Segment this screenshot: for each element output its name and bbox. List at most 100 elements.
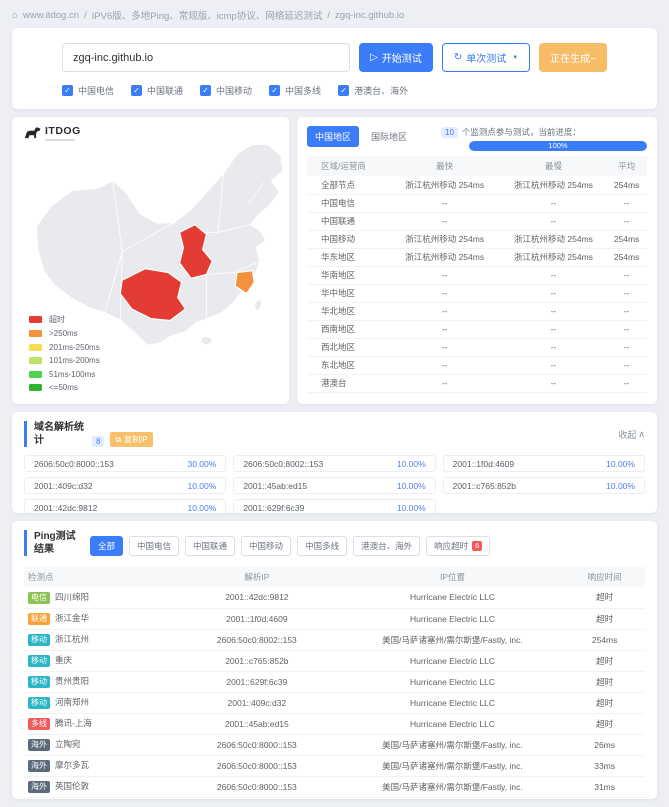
response-time: 254ms bbox=[564, 629, 645, 651]
dns-ip-percent: 30.00% bbox=[187, 458, 217, 469]
node-name: 河南郑州 bbox=[55, 697, 90, 707]
dns-ip-address: 2606:50c0:8000::153 bbox=[34, 458, 114, 469]
region-name: 西北地区 bbox=[306, 338, 389, 357]
target-host-input[interactable] bbox=[62, 43, 351, 72]
isp-checkbox-label: 中国多线 bbox=[285, 86, 322, 96]
isp-checkbox-label: 中国联通 bbox=[147, 86, 184, 96]
isp-badge: 移动 bbox=[28, 697, 50, 709]
island-taiwan bbox=[253, 298, 263, 312]
tab-china-region[interactable]: 中国地区 bbox=[306, 126, 359, 147]
collapse-button[interactable]: 收起 ∧ bbox=[618, 428, 645, 440]
ping-filter-6[interactable]: 响应超时 6 bbox=[426, 536, 491, 556]
checkbox-checked-icon: ✓ bbox=[269, 85, 281, 96]
ping-filter-0[interactable]: 全部 bbox=[90, 536, 124, 556]
dns-ip-grid: 2606:50c0:8000::153 30.00% 2606:50c0:8002:… bbox=[12, 452, 657, 513]
tab-intl-region[interactable]: 国际地区 bbox=[370, 132, 407, 142]
province-zhejiang bbox=[234, 270, 255, 295]
isp-checkbox-2[interactable]: ✓ 中国移动 bbox=[200, 84, 252, 97]
island-hainan bbox=[200, 335, 213, 346]
copy-ip-button[interactable]: ⧉ 复制IP bbox=[110, 432, 153, 447]
region-value: 254ms bbox=[606, 176, 647, 195]
region-table-row: 华东地区 浙江杭州移动 254ms 浙江杭州移动 254ms 254ms bbox=[306, 248, 647, 267]
generating-screenshot-button[interactable]: 正在生成~ bbox=[539, 43, 607, 72]
region-value: -- bbox=[606, 266, 647, 285]
isp-badge: 移动 bbox=[28, 676, 50, 688]
region-name: 西南地区 bbox=[306, 320, 389, 339]
ping-filter-1[interactable]: 中国电信 bbox=[129, 536, 180, 556]
legend-label: 51ms-100ms bbox=[49, 369, 96, 379]
legend-item-5: <=50ms bbox=[29, 383, 100, 392]
single-test-dropdown-button[interactable]: ↻ 单次测试 ▼ bbox=[441, 43, 531, 72]
region-table-row: 华中地区 -- -- -- bbox=[306, 284, 647, 303]
response-time: 超时 bbox=[564, 587, 645, 609]
node-name: 立陶宛 bbox=[55, 739, 81, 749]
ping-table-row: 海外 摩尔多瓦 2606:50c0:8000::153 美国/马萨诸塞州/需尔斯堡/F… bbox=[24, 755, 645, 777]
node-name: 英国伦敦 bbox=[55, 781, 90, 791]
legend-label: 101ms-200ms bbox=[49, 356, 100, 365]
legend-swatch bbox=[29, 384, 42, 391]
ip-location: Hurricane Electric LLC bbox=[340, 650, 565, 672]
region-value: 浙江杭州移动 254ms bbox=[388, 176, 501, 195]
breadcrumb-target-link[interactable]: zgq-inc.github.io bbox=[334, 9, 405, 21]
dns-stats-card: 域名解析统计 8 ⧉ 复制IP 收起 ∧ 2606:50c0:8000::153… bbox=[12, 412, 657, 513]
isp-badge: 联通 bbox=[28, 613, 50, 625]
legend-label: 201ms-250ms bbox=[49, 342, 100, 352]
dns-ip-item-4: 2001::45ab:ed15 10.00% bbox=[233, 477, 436, 494]
isp-checkbox-3[interactable]: ✓ 中国多线 bbox=[269, 84, 321, 97]
ip-location: Hurricane Electric LLC bbox=[340, 713, 565, 735]
isp-checkbox-0[interactable]: ✓ 中国电信 bbox=[62, 84, 114, 97]
region-value: 254ms bbox=[606, 230, 647, 249]
ping-filter-3[interactable]: 中国移动 bbox=[241, 536, 292, 556]
region-value: -- bbox=[606, 302, 647, 321]
region-name: 全部节点 bbox=[306, 176, 389, 195]
dns-ip-percent: 10.00% bbox=[606, 458, 635, 469]
isp-checkbox-4[interactable]: ✓ 港澳台、海外 bbox=[338, 84, 408, 97]
region-value: -- bbox=[388, 374, 501, 393]
legend-swatch bbox=[29, 343, 42, 351]
region-value: -- bbox=[388, 356, 501, 375]
ping-table-header: 检测点 解析IP IP位置 响应时间 bbox=[24, 567, 645, 587]
region-col-header: 最慢 bbox=[500, 156, 607, 176]
region-value: -- bbox=[388, 266, 501, 285]
ping-col-header: 检测点 bbox=[24, 567, 174, 587]
region-table-header: 区域/运营商 最快 最慢 平均 bbox=[306, 156, 647, 176]
legend-label: 超时 bbox=[49, 314, 65, 324]
region-name: 中国电信 bbox=[306, 194, 389, 213]
node-name: 摩尔多瓦 bbox=[55, 760, 90, 770]
ping-table-row: 移动 河南郑州 2001::409c:d32 Hurricane Electric L… bbox=[24, 692, 645, 714]
dns-ip-item-3: 2001::409c:d32 10.00% bbox=[24, 477, 227, 494]
node-name: 浙江金华 bbox=[55, 613, 90, 623]
region-value: -- bbox=[500, 302, 607, 321]
region-value: 浙江杭州移动 254ms bbox=[500, 230, 607, 249]
node-cell: 移动 重庆 bbox=[24, 650, 174, 672]
dns-ip-item-2: 2001::1f0d:4609 10.00% bbox=[442, 455, 645, 472]
start-test-button[interactable]: ▷ 开始测试 bbox=[359, 43, 433, 72]
ip-location: 美国/马萨诸塞州/需尔斯堡/Fastly, inc. bbox=[340, 629, 565, 651]
ping-col-header: IP位置 bbox=[340, 567, 565, 587]
region-value: 浙江杭州移动 254ms bbox=[500, 176, 607, 195]
region-summary-table: 区域/运营商 最快 最慢 平均 全部节点 浙江杭州移动 254ms 浙江杭州移动 254m… bbox=[306, 156, 647, 393]
region-value: -- bbox=[500, 374, 607, 393]
region-table-row: 华北地区 -- -- -- bbox=[306, 302, 647, 321]
breadcrumb-keywords-link[interactable]: IPV6版、多地Ping、常规版、icmp协议、网络延迟测试 bbox=[91, 11, 323, 22]
resolved-ip: 2001::1f0d:4609 bbox=[173, 608, 341, 630]
breadcrumb-site-link[interactable]: www.itdog.cn bbox=[23, 9, 80, 21]
ping-filter-2[interactable]: 中国联通 bbox=[185, 536, 236, 556]
region-table-body: 全部节点 浙江杭州移动 254ms 浙江杭州移动 254ms 254ms 中国电信 -- -… bbox=[306, 176, 647, 393]
ping-table-row: 移动 贵州贵阳 2001::629f:6c39 Hurricane Electric … bbox=[24, 671, 645, 693]
ip-location: 美国/马萨诸塞州/需尔斯堡/Fastly, inc. bbox=[340, 734, 565, 756]
response-time: 超时 bbox=[564, 650, 645, 672]
response-time: 26ms bbox=[564, 734, 645, 756]
region-value: -- bbox=[606, 212, 647, 231]
isp-checkbox-1[interactable]: ✓ 中国联通 bbox=[131, 84, 183, 97]
progress-fill: 100% bbox=[469, 141, 647, 151]
node-cell: 电信 四川绵阳 bbox=[24, 587, 174, 609]
region-table-row: 全部节点 浙江杭州移动 254ms 浙江杭州移动 254ms 254ms bbox=[306, 176, 647, 195]
ping-filter-4[interactable]: 中国多线 bbox=[297, 536, 348, 556]
resolved-ip: 2606:50c0:8000::153 bbox=[173, 776, 341, 798]
ping-filter-5[interactable]: 港澳台、海外 bbox=[353, 536, 421, 556]
region-col-header: 平均 bbox=[606, 156, 647, 176]
region-table-row: 中国移动 浙江杭州移动 254ms 浙江杭州移动 254ms 254ms bbox=[306, 230, 647, 249]
node-name: 浙江杭州 bbox=[55, 634, 90, 644]
